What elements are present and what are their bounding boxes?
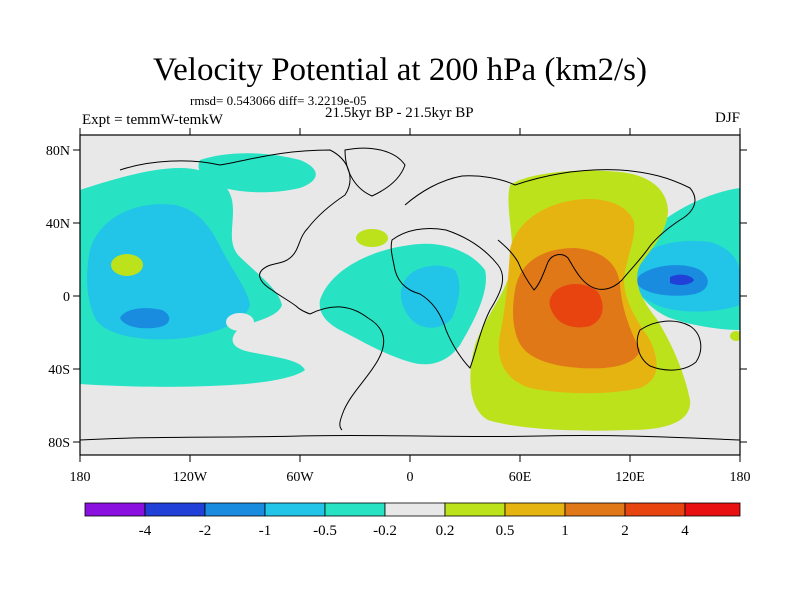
y-tick-label: 80N — [46, 144, 70, 159]
y-tick-label: 40S — [48, 363, 70, 378]
contour-pos-pacific-small — [111, 254, 143, 276]
colorbar-swatch — [504, 502, 566, 517]
colorbar-label: -1 — [259, 523, 272, 539]
colorbar-swatch — [324, 502, 386, 517]
x-tick-label: 180 — [70, 470, 91, 485]
y-tick-label: 40N — [46, 217, 70, 232]
colorbar-label: -0.5 — [313, 523, 337, 539]
contour-neg-pacific-core — [120, 308, 170, 329]
contour-pos-africa-small — [356, 229, 388, 247]
colorbar-label: 4 — [681, 523, 689, 539]
colorbar-swatch — [684, 502, 741, 517]
experiment-label: Expt = temmW-temkW — [82, 112, 223, 128]
coastlines — [80, 147, 740, 441]
rmsd-diff-stats: rmsd= 0.543066 diff= 3.2219e-05 — [190, 93, 367, 108]
colorbar-swatch — [624, 502, 686, 517]
x-tick-label: 60E — [509, 470, 532, 485]
colorbar-swatch — [384, 502, 446, 517]
colorbar-swatch — [84, 502, 146, 517]
colorbar-label: 1 — [561, 523, 569, 539]
colorbar-label: 2 — [621, 523, 629, 539]
contour-neutral-pacific — [226, 313, 254, 331]
colorbar — [84, 502, 741, 517]
coastline-south-america — [309, 306, 385, 431]
chart-title: Velocity Potential at 200 hPa (km2/s) — [152, 52, 648, 88]
coastline-north-america — [119, 149, 351, 315]
colorbar-label: 0.5 — [496, 523, 515, 539]
colorbar-swatch — [564, 502, 626, 517]
contour-pos-indopacific-2 — [549, 284, 603, 328]
coastline-europe — [404, 175, 516, 206]
period-label: 21.5kyr BP - 21.5kyr BP — [325, 105, 474, 121]
colorbar-label: -0.2 — [373, 523, 397, 539]
colorbar-label: -4 — [139, 523, 152, 539]
x-tick-label: 0 — [407, 470, 414, 485]
coastline-africa — [390, 227, 503, 369]
contour-neg-westpacific-center — [670, 274, 694, 285]
colorbar-swatch — [444, 502, 506, 517]
contour-fill — [80, 153, 740, 431]
colorbar-swatch — [204, 502, 266, 517]
colorbar-swatch — [264, 502, 326, 517]
y-tick-label: 0 — [63, 290, 70, 305]
coastline-greenland — [344, 147, 406, 197]
x-tick-label: 180 — [730, 470, 751, 485]
x-tick-label: 120E — [615, 470, 645, 485]
contour-neg-atlantic-mid — [400, 265, 460, 328]
contour-neg-northpacific-top — [198, 153, 316, 193]
season-label: DJF — [714, 110, 740, 126]
coastline-asia — [497, 169, 696, 291]
colorbar-label: 0.2 — [436, 523, 455, 539]
colorbar-label: -2 — [199, 523, 212, 539]
contour-neg-pacific-mid — [87, 204, 250, 340]
x-tick-label: 120W — [173, 470, 208, 485]
contour-pos-australia-small — [730, 331, 740, 341]
tick-marks — [73, 128, 747, 462]
colorbar-swatch — [144, 502, 206, 517]
x-tick-label: 60W — [286, 470, 314, 485]
coastline-australia — [636, 320, 702, 371]
y-tick-label: 80S — [48, 436, 70, 451]
coastline-antarctica — [80, 434, 740, 441]
